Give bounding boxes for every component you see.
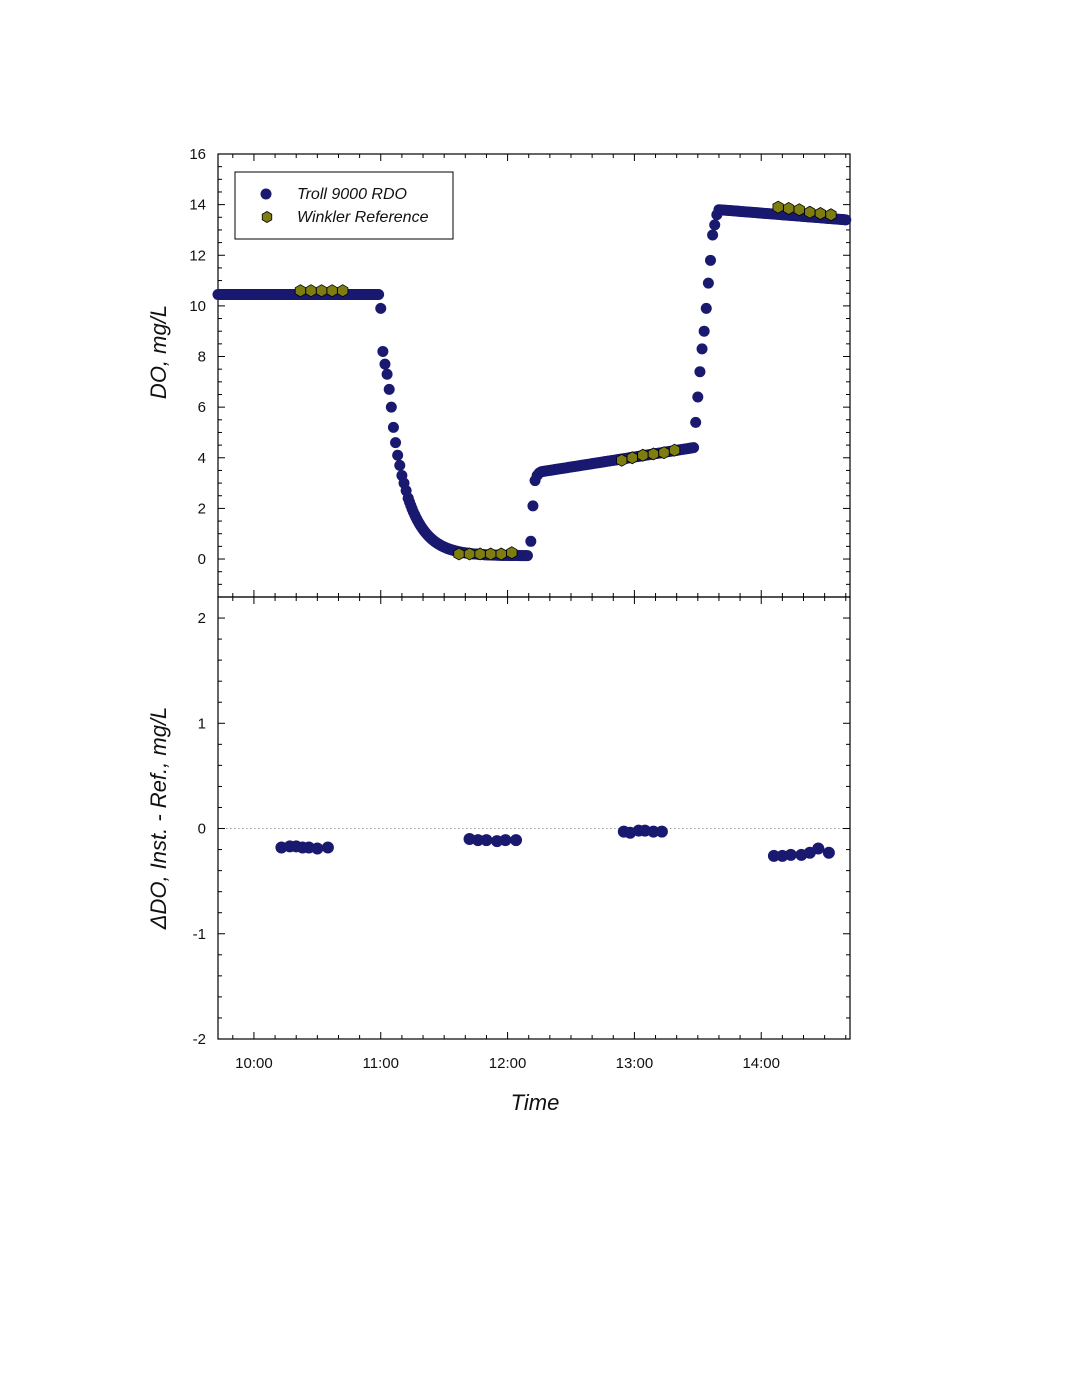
y-tick-label: 14: [189, 197, 206, 214]
y-tick-label: 12: [189, 247, 206, 264]
do-difference-point: [647, 825, 660, 838]
troll-rdo-point: [840, 214, 852, 226]
troll-rdo-point: [707, 229, 719, 241]
troll-rdo-point: [696, 343, 708, 355]
do-difference-point: [471, 834, 484, 847]
troll-rdo-point: [392, 449, 404, 461]
x-tick-label: 12:00: [489, 1055, 527, 1072]
winkler-reference-point: [495, 547, 507, 561]
troll-rdo-point: [704, 254, 716, 266]
winkler-reference-point: [474, 547, 486, 561]
troll-rdo-point: [702, 277, 714, 289]
legend-label-troll: Troll 9000 RDO: [297, 186, 407, 203]
top-panel: 0 2 4 6 8 10 12 14 16 DO, mg/L Troll 9000 RDO Wi…: [146, 146, 852, 598]
winkler-reference-point: [825, 208, 837, 222]
x-tick-label: 13:00: [616, 1055, 654, 1072]
winkler-reference-point: [814, 207, 826, 220]
troll-rdo-point: [379, 358, 391, 370]
bottom-series-points: [275, 824, 835, 862]
winkler-reference-point: [647, 447, 660, 461]
troll-rdo-point: [527, 500, 539, 512]
legend-label-winkler: Winkler Reference: [297, 209, 429, 226]
troll-rdo-point: [694, 366, 706, 378]
winkler-reference-point: [637, 448, 649, 462]
do-difference-point: [499, 834, 512, 847]
troll-rdo-point: [381, 368, 393, 380]
winkler-reference-point: [326, 284, 338, 298]
legend-marker-winkler: [261, 211, 273, 223]
y-tick-label: -2: [193, 1031, 206, 1048]
do-difference-point: [510, 834, 523, 847]
troll-rdo-point: [373, 288, 385, 300]
troll-rdo-point: [394, 459, 406, 471]
top-x-ticks: [232, 154, 847, 597]
top-y-axis-title: DO, mg/L: [146, 305, 171, 399]
troll-rdo-point: [383, 383, 395, 395]
winkler-reference-point: [626, 451, 638, 465]
bottom-plot-frame: [217, 596, 851, 1040]
winkler-reference-point: [804, 205, 816, 219]
winkler-reference-point: [506, 546, 518, 560]
troll-rdo-point: [390, 437, 402, 449]
top-y-ticks: 0 2 4 6 8 10 12 14 16: [189, 146, 850, 598]
bottom-y-axis-title: ΔDO, Inst. - Ref., mg/L: [146, 707, 171, 931]
troll-rdo-point: [690, 416, 702, 428]
y-tick-label: 10: [189, 298, 206, 315]
x-tick-label: 14:00: [742, 1055, 780, 1072]
troll-rdo-point: [525, 535, 537, 547]
winkler-reference-point: [658, 446, 670, 460]
top-series-points: [212, 200, 852, 562]
y-tick-label: 0: [198, 821, 206, 838]
do-difference-point: [784, 848, 797, 861]
troll-rdo-point: [385, 401, 397, 413]
winkler-reference-point: [616, 453, 628, 467]
do-difference-point: [311, 842, 324, 855]
winkler-reference-point: [463, 547, 476, 561]
x-axis-title: Time: [511, 1090, 560, 1115]
y-tick-label: 0: [198, 551, 206, 568]
winkler-reference-point: [783, 201, 795, 215]
winkler-reference-point: [668, 443, 681, 457]
winkler-reference-point: [772, 200, 784, 214]
x-tick-label: 11:00: [363, 1055, 399, 1072]
y-tick-label: 1: [198, 715, 206, 732]
troll-rdo-point: [377, 345, 389, 357]
bottom-y-ticks: -2 -1 0 1 2: [193, 596, 850, 1048]
do-difference-point: [321, 841, 334, 854]
bottom-panel: -2 -1 0 1 2 10:00 11:00 12:00 13:00 14:00 ΔDO, I…: [146, 596, 851, 1115]
troll-rdo-point: [387, 421, 399, 433]
winkler-reference-point: [453, 547, 465, 561]
troll-rdo-point: [375, 302, 387, 314]
do-difference-point: [812, 842, 825, 855]
troll-rdo-point: [709, 219, 721, 231]
bottom-x-ticks: 10:00 11:00 12:00 13:00 14:00: [232, 597, 847, 1072]
troll-rdo-point: [698, 325, 710, 337]
do-difference-point: [480, 834, 493, 847]
y-tick-label: 6: [198, 399, 206, 416]
y-tick-label: 16: [189, 146, 206, 163]
do-difference-point: [655, 825, 668, 838]
y-tick-label: 2: [198, 500, 206, 517]
winkler-reference-point: [315, 284, 328, 298]
troll-rdo-point: [700, 302, 712, 314]
troll-rdo-point: [688, 442, 700, 454]
do-difference-point: [767, 849, 780, 862]
troll-rdo-point: [692, 391, 704, 403]
winkler-reference-point: [294, 284, 307, 298]
x-tick-label: 10:00: [235, 1055, 273, 1072]
legend-box: [234, 171, 454, 240]
winkler-reference-point: [485, 547, 497, 561]
winkler-reference-point: [305, 284, 317, 298]
winkler-reference-point: [337, 284, 349, 298]
troll-rdo-point: [521, 550, 533, 562]
y-tick-label: -1: [193, 926, 206, 943]
y-tick-label: 4: [198, 450, 206, 467]
winkler-reference-point: [793, 203, 805, 217]
y-tick-label: 8: [198, 349, 206, 366]
y-tick-label: 2: [198, 610, 206, 627]
legend-marker-troll: [260, 188, 272, 200]
legend: Troll 9000 RDO Winkler Reference: [234, 171, 454, 240]
do-difference-point: [822, 846, 835, 859]
